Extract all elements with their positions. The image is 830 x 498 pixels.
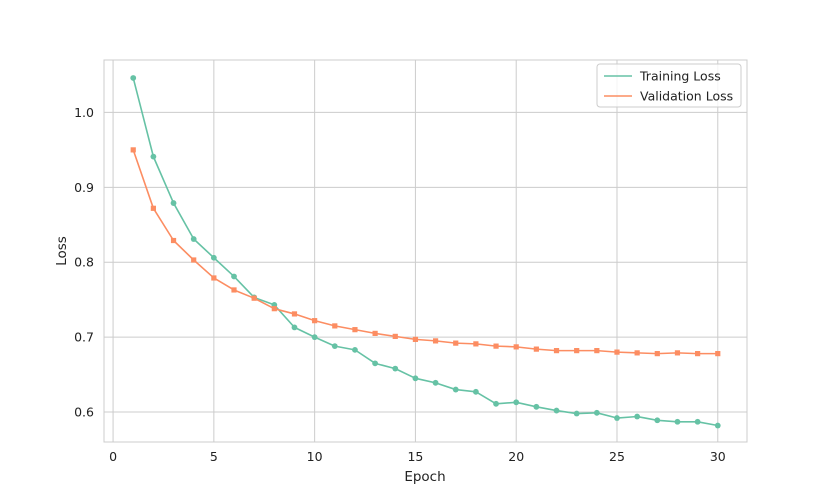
validation-loss-point: [553, 348, 560, 354]
training-loss-point: [654, 417, 661, 424]
training-loss-point: [231, 273, 237, 280]
training-loss-point: [130, 75, 137, 81]
validation-loss-point: [392, 333, 398, 339]
validation-loss-point: [312, 318, 318, 324]
series-layer: [130, 75, 721, 429]
validation-loss-point: [191, 257, 197, 263]
x-axis-label: Epoch: [404, 469, 445, 485]
training-loss-point: [432, 379, 439, 386]
validation-loss-point: [130, 147, 136, 153]
training-loss-point: [513, 399, 520, 406]
legend-label-validation: Validation Loss: [640, 89, 733, 104]
validation-loss-point: [150, 205, 156, 211]
training-loss-point: [412, 375, 419, 382]
training-loss-point: [210, 254, 217, 261]
validation-loss-point: [412, 336, 419, 342]
validation-loss-point: [372, 330, 378, 336]
training-loss-line: [132, 77, 718, 427]
x-tick-label: 30: [710, 449, 726, 464]
training-loss-point: [311, 334, 318, 341]
training-loss-point: [372, 360, 379, 367]
x-tick-label: 25: [609, 449, 625, 464]
training-loss-point: [150, 153, 157, 160]
legend: Training Loss Validation Loss: [596, 63, 742, 108]
training-loss-point: [392, 365, 399, 372]
x-tick-label: 5: [210, 449, 218, 464]
validation-loss-point: [231, 287, 237, 293]
training-loss-point: [190, 236, 197, 242]
x-tick-label: 0: [109, 449, 117, 464]
x-tick-label: 10: [307, 449, 323, 464]
validation-loss-point: [493, 343, 499, 349]
validation-loss-point: [352, 327, 358, 333]
validation-loss-point: [271, 306, 277, 312]
validation-loss-point: [473, 341, 479, 347]
validation-loss-point: [594, 348, 600, 354]
x-tick-label: 20: [508, 449, 524, 464]
training-loss-point: [573, 410, 580, 417]
y-tick-label: 1.0: [74, 105, 94, 120]
training-loss-point: [614, 415, 620, 421]
grid: [104, 60, 747, 442]
training-loss-point: [493, 400, 499, 407]
training-loss-point: [533, 403, 540, 410]
training-loss-point: [452, 386, 459, 393]
tick-labels: 0 5 10 15 20 25 30 0.6 0.7 0.8 0.9 1.0: [74, 105, 726, 464]
validation-loss-point: [695, 351, 701, 357]
validation-loss-point: [211, 275, 217, 281]
validation-loss-point: [513, 344, 519, 350]
plot-frame: [103, 59, 748, 443]
training-loss-point: [291, 324, 298, 331]
training-loss-point: [634, 413, 641, 420]
training-loss-point: [553, 407, 560, 414]
validation-loss-point: [574, 348, 580, 354]
validation-loss-point: [634, 350, 640, 356]
y-tick-label: 0.9: [74, 180, 94, 195]
y-tick-label: 0.6: [74, 405, 94, 420]
y-tick-label: 0.8: [74, 255, 94, 270]
validation-loss-point: [674, 350, 681, 356]
training-loss-point: [714, 422, 721, 429]
validation-loss-point: [654, 351, 660, 357]
validation-loss-point: [432, 338, 439, 344]
validation-loss-point: [170, 237, 177, 244]
validation-loss-point: [715, 351, 721, 357]
validation-loss-point: [251, 295, 257, 301]
x-tick-label: 15: [407, 449, 423, 464]
training-loss-point: [472, 388, 479, 395]
training-loss-point: [331, 343, 338, 350]
validation-loss-point: [453, 340, 459, 346]
training-loss-point: [694, 418, 701, 425]
validation-loss-line: [132, 149, 718, 355]
y-axis-label: Loss: [54, 236, 70, 266]
training-loss-point: [593, 409, 600, 416]
legend-label-training: Training Loss: [639, 69, 721, 84]
validation-loss-point: [291, 311, 298, 317]
training-loss-point: [352, 346, 358, 353]
validation-loss-point: [332, 323, 338, 329]
training-loss-point: [674, 418, 681, 425]
training-loss-point: [170, 200, 177, 206]
validation-loss-point: [614, 349, 620, 355]
y-tick-label: 0.7: [74, 330, 94, 345]
legend-box: [596, 63, 742, 108]
validation-loss-point: [533, 346, 539, 352]
